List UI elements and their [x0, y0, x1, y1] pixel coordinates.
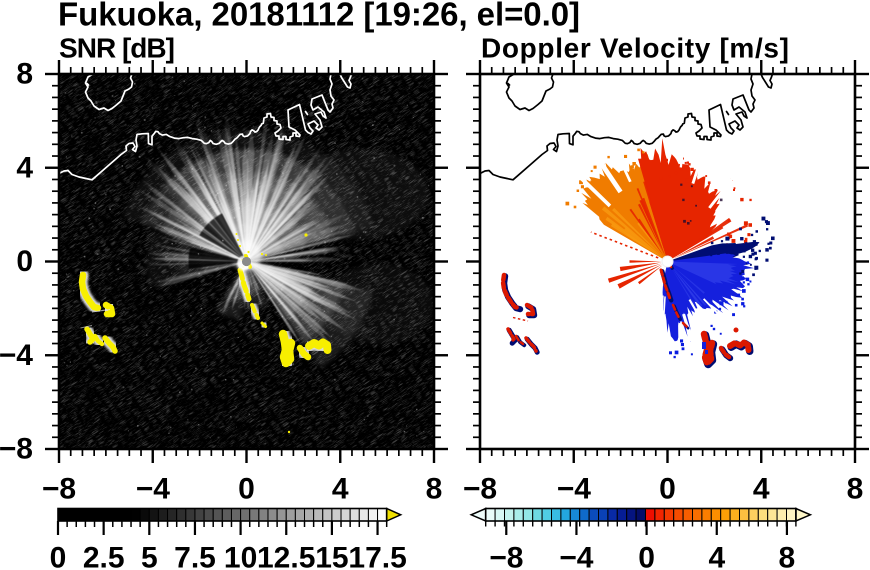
svg-text:4: 4 [332, 472, 349, 505]
svg-text:15: 15 [315, 542, 348, 570]
svg-text:10: 10 [224, 542, 257, 570]
svg-text:SNR [dB]: SNR [dB] [59, 33, 175, 64]
svg-text:17.5: 17.5 [348, 542, 406, 570]
svg-text:Doppler Velocity [m/s]: Doppler Velocity [m/s] [481, 33, 789, 64]
svg-text:−4: −4 [557, 472, 592, 505]
svg-text:Fukuoka, 20181112 [19:26, el=0: Fukuoka, 20181112 [19:26, el=0.0] [58, 0, 580, 33]
svg-text:2.5: 2.5 [83, 542, 125, 570]
svg-text:0: 0 [50, 542, 67, 570]
svg-text:−8: −8 [463, 472, 497, 505]
svg-text:0: 0 [238, 472, 255, 505]
svg-text:−4: −4 [559, 542, 594, 570]
svg-text:8: 8 [16, 58, 33, 91]
svg-text:12.5: 12.5 [257, 542, 315, 570]
svg-text:−8: −8 [0, 433, 33, 466]
svg-text:5: 5 [141, 542, 158, 570]
svg-text:−8: −8 [42, 472, 76, 505]
svg-text:−4: −4 [136, 472, 171, 505]
svg-text:0: 0 [16, 245, 33, 278]
svg-text:8: 8 [847, 472, 864, 505]
svg-text:4: 4 [16, 151, 33, 184]
svg-text:4: 4 [753, 472, 770, 505]
svg-text:4: 4 [708, 542, 725, 570]
svg-text:0: 0 [659, 472, 676, 505]
svg-text:8: 8 [426, 472, 443, 505]
svg-text:−4: −4 [0, 339, 33, 372]
svg-text:0: 0 [638, 542, 655, 570]
svg-text:−8: −8 [489, 542, 523, 570]
svg-text:7.5: 7.5 [174, 542, 216, 570]
svg-text:8: 8 [779, 542, 796, 570]
